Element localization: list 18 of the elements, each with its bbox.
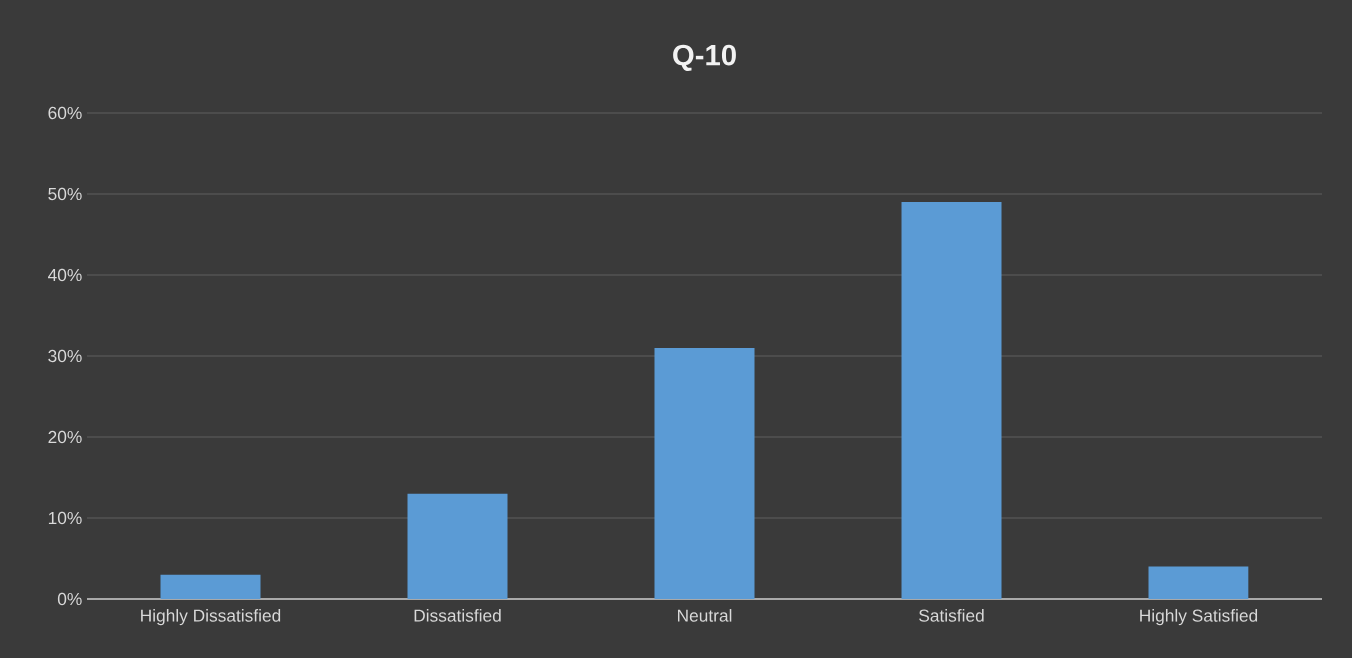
x-tick-label: Highly Satisfied [1140,609,1258,626]
x-tick-label: Neutral [677,609,732,622]
bar [407,493,508,599]
y-tick-label: 0% [57,592,82,606]
y-tick-label: 10% [48,511,82,525]
chart-title: Q-10 [673,44,736,71]
y-tick-label: 50% [48,187,82,201]
bar [901,202,1002,599]
bar [654,347,755,599]
bar [160,574,261,599]
y-tick-label: 20% [48,430,82,444]
x-tick-label: Satisfied [919,609,984,622]
bar [1148,566,1249,599]
y-tick-label: 60% [48,106,82,120]
x-tick-label: Dissatisfied [414,609,501,622]
y-tick-label: 30% [48,349,82,363]
y-tick-label: 40% [48,268,82,282]
x-tick-label: Highly Dissatisfied [141,609,281,626]
